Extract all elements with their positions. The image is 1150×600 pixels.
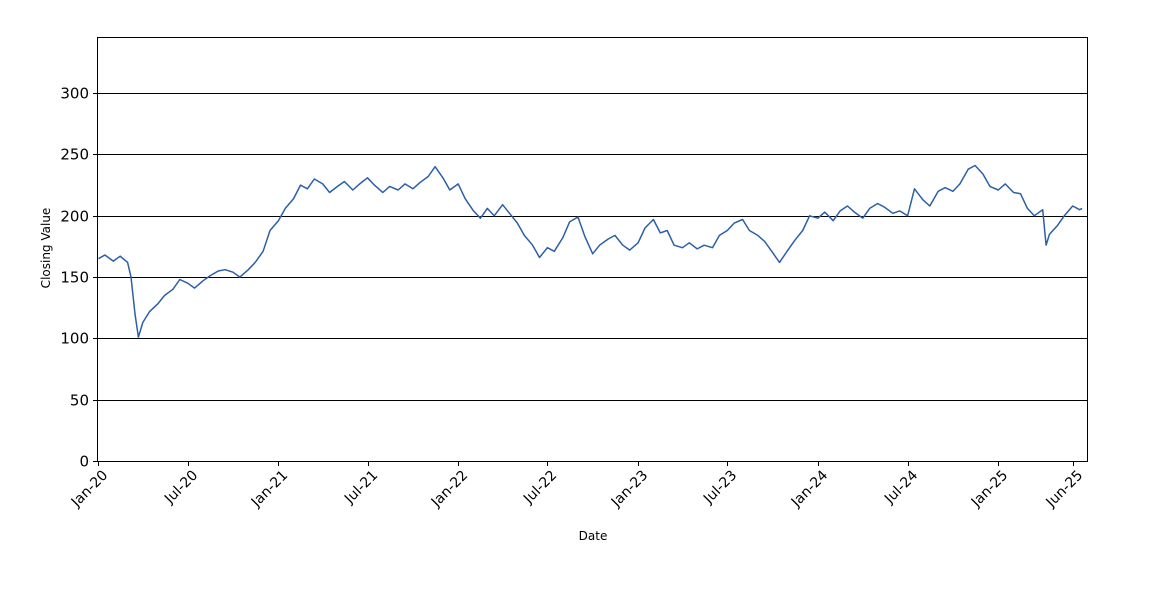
x-axis-ticks: Jan-20 Jul-20 Jan-21 Jul-21 Jan-22 Jul-22 Jan-…: [68, 461, 1086, 511]
x-tick-label: Jan-22: [428, 467, 471, 510]
x-tick-label: Jul-20: [161, 467, 201, 507]
y-tick-label: 250: [60, 146, 89, 164]
y-axis-ticks: 0 50 100 150 200 250 300: [60, 85, 98, 471]
x-tick-label: Jan-24: [788, 467, 832, 511]
y-tick-label: 300: [60, 85, 89, 103]
x-tick-label: Jan-23: [608, 467, 651, 510]
x-tick-label: Jul-22: [520, 467, 560, 507]
x-axis-title: Date: [579, 529, 608, 543]
y-tick-label: 100: [60, 330, 89, 348]
x-tick-label: Jul-24: [881, 467, 921, 507]
y-axis-title: Closing Value: [39, 208, 53, 289]
x-tick-label: Jun-25: [1043, 467, 1087, 511]
x-tick-label: Jan-20: [68, 467, 111, 510]
x-tick-label: Jan-21: [248, 467, 291, 510]
y-tick-label: 0: [79, 453, 89, 471]
series-line: [98, 164, 1083, 338]
y-tick-label: 150: [60, 269, 89, 287]
y-tick-label: 50: [70, 392, 89, 410]
y-tick-label: 200: [60, 208, 89, 226]
x-tick-label: Jul-21: [341, 467, 381, 507]
gridlines: [98, 93, 1087, 401]
x-tick-label: Jan-25: [968, 467, 1011, 510]
plot-area-frame: [97, 37, 1088, 462]
x-tick-label: Jul-23: [700, 467, 740, 507]
